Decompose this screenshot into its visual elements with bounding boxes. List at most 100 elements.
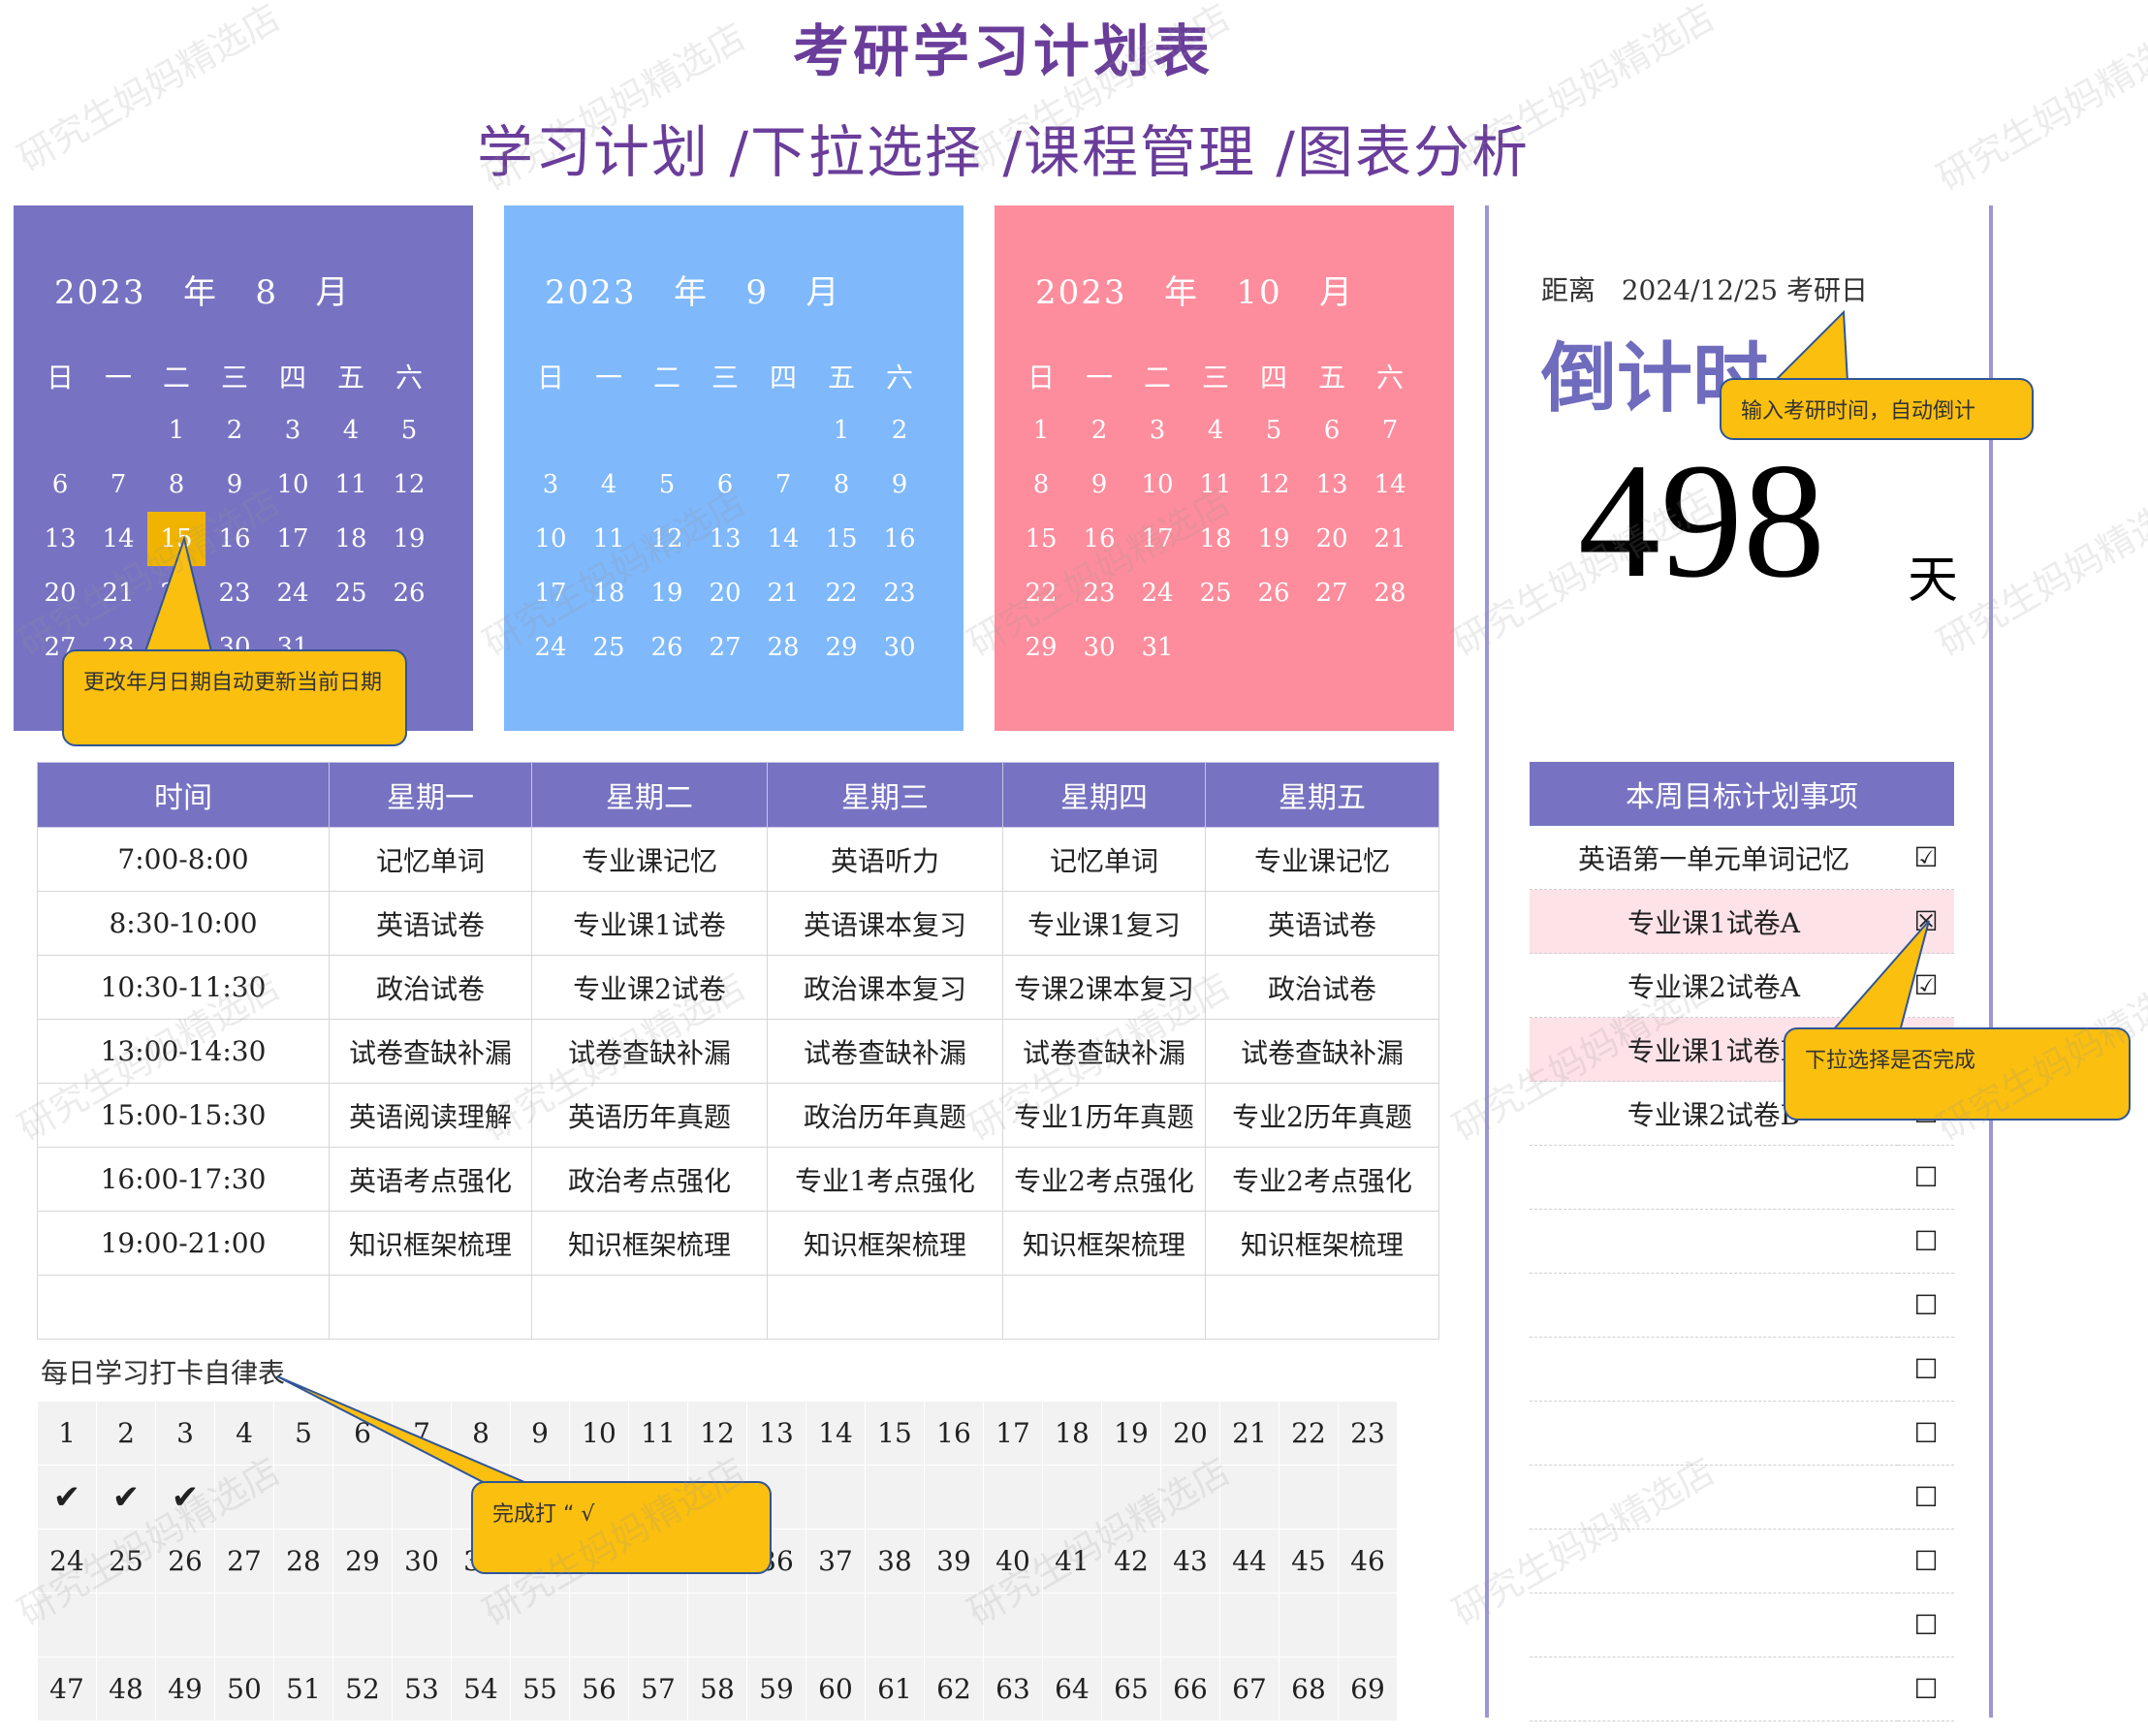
- schedule-task-cell[interactable]: 政治试卷: [1205, 955, 1439, 1020]
- goal-status-dropdown[interactable]: ☐: [1898, 1529, 1954, 1594]
- day-check-cell[interactable]: [332, 1593, 393, 1657]
- calendar-year[interactable]: 2023: [1035, 273, 1127, 312]
- countdown-days: 498: [1578, 429, 1825, 612]
- day-check-cell[interactable]: ✔: [37, 1465, 97, 1530]
- goal-status-dropdown[interactable]: ☐: [1898, 1401, 1954, 1466]
- goal-status-dropdown[interactable]: ☐: [1898, 1145, 1954, 1210]
- goal-text[interactable]: [1530, 1401, 1898, 1466]
- day-check-cell[interactable]: [806, 1593, 866, 1657]
- calendar-week: 17 18 19 20 21 22 23: [521, 566, 929, 620]
- goal-text[interactable]: [1530, 1145, 1898, 1210]
- goal-status-dropdown[interactable]: ☑: [1898, 826, 1954, 890]
- day-check-cell[interactable]: [865, 1465, 925, 1530]
- day-number: 53: [392, 1657, 452, 1721]
- day-check-cell[interactable]: [214, 1593, 274, 1657]
- schedule-task-cell[interactable]: [329, 1275, 532, 1340]
- day-number: 10: [569, 1401, 629, 1466]
- schedule-task-cell[interactable]: 试卷查缺补漏: [531, 1019, 768, 1084]
- day-check-cell[interactable]: [1219, 1465, 1279, 1530]
- goal-text[interactable]: 专业课2试卷A: [1530, 953, 1898, 1018]
- day-check-cell[interactable]: [1160, 1465, 1220, 1530]
- day-check-cell[interactable]: [273, 1593, 333, 1657]
- goal-text[interactable]: 专业课1试卷B: [1530, 1017, 1898, 1082]
- schedule-task-cell[interactable]: [1205, 1275, 1439, 1340]
- goal-status-dropdown[interactable]: ☐: [1898, 1465, 1954, 1530]
- schedule-time-cell[interactable]: 19:00-21:00: [37, 1211, 330, 1276]
- schedule-task-cell[interactable]: [531, 1275, 768, 1340]
- schedule-task-cell[interactable]: 专业2考点强化: [1205, 1147, 1439, 1212]
- goal-text[interactable]: [1530, 1529, 1898, 1594]
- schedule-time-cell[interactable]: 8:30-10:00: [37, 891, 330, 956]
- day-check-cell[interactable]: [273, 1465, 333, 1530]
- calendar-month[interactable]: 9: [745, 273, 770, 312]
- schedule-task-cell[interactable]: 政治历年真题: [767, 1083, 1003, 1148]
- day-check-cell[interactable]: [510, 1593, 570, 1657]
- goal-text[interactable]: [1530, 1273, 1898, 1338]
- calendar-month[interactable]: 10: [1236, 273, 1282, 312]
- goal-text[interactable]: [1530, 1657, 1898, 1721]
- schedule-time-cell[interactable]: 7:00-8:00: [37, 827, 330, 892]
- schedule-task-cell[interactable]: 专业课记忆: [531, 827, 768, 892]
- day-check-cell[interactable]: [687, 1593, 747, 1657]
- schedule-task-cell[interactable]: [767, 1275, 1003, 1340]
- calendar-month[interactable]: 8: [255, 273, 279, 312]
- schedule-time-cell[interactable]: 15:00-15:30: [37, 1083, 330, 1148]
- schedule-task-cell[interactable]: 英语阅读理解: [329, 1083, 532, 1148]
- goal-status-dropdown[interactable]: ☐: [1898, 1337, 1954, 1402]
- schedule-task-cell[interactable]: 专业2历年真题: [1205, 1083, 1439, 1148]
- schedule-task-cell[interactable]: 专业课记忆: [1205, 827, 1439, 892]
- schedule-task-cell[interactable]: 试卷查缺补漏: [1002, 1019, 1206, 1084]
- day-check-cell[interactable]: [214, 1465, 274, 1530]
- schedule-task-cell[interactable]: 政治试卷: [329, 955, 532, 1020]
- goal-status-dropdown[interactable]: ☐: [1898, 1209, 1954, 1274]
- schedule-task-cell[interactable]: 记忆单词: [1002, 827, 1206, 892]
- goal-text[interactable]: 英语第一单元单词记忆: [1530, 826, 1898, 890]
- schedule-task-cell[interactable]: 专课2课本复习: [1002, 955, 1206, 1020]
- day-check-cell[interactable]: ✔: [96, 1465, 156, 1530]
- day-number: 56: [569, 1657, 629, 1721]
- schedule-task-cell[interactable]: 政治考点强化: [531, 1147, 768, 1212]
- exam-date-input[interactable]: 2024/12/25: [1621, 274, 1779, 306]
- schedule-task-cell[interactable]: 英语听力: [767, 827, 1003, 892]
- weekday-label: 五: [827, 362, 855, 394]
- schedule-task-cell[interactable]: 专业1历年真题: [1002, 1083, 1206, 1148]
- schedule-task-cell[interactable]: 英语课本复习: [767, 891, 1003, 956]
- schedule-time-cell[interactable]: 13:00-14:30: [37, 1019, 330, 1084]
- calendar-week: 29 30 31: [1012, 620, 1419, 675]
- goal-text[interactable]: [1530, 1337, 1898, 1402]
- schedule-task-cell[interactable]: [1002, 1275, 1206, 1340]
- goal-status-dropdown[interactable]: ☐: [1898, 1593, 1954, 1657]
- calendar-day: 22: [825, 579, 858, 608]
- calendar-year[interactable]: 2023: [545, 273, 637, 312]
- schedule-task-cell[interactable]: 专业课2试卷: [531, 955, 768, 1020]
- schedule-task-cell[interactable]: 专业1考点强化: [767, 1147, 1003, 1212]
- schedule-task-cell[interactable]: 知识框架梳理: [531, 1211, 768, 1276]
- day-check-cell[interactable]: [1338, 1465, 1398, 1530]
- schedule-time-cell[interactable]: 10:30-11:30: [37, 955, 330, 1020]
- goal-text[interactable]: [1530, 1465, 1898, 1530]
- schedule-task-cell[interactable]: 专业2考点强化: [1002, 1147, 1206, 1212]
- day-check-cell[interactable]: [569, 1593, 629, 1657]
- day-check-cell[interactable]: [983, 1465, 1043, 1530]
- schedule-task-cell[interactable]: 英语试卷: [1205, 891, 1439, 956]
- day-check-cell[interactable]: [1160, 1593, 1220, 1657]
- calendar-year[interactable]: 2023: [54, 273, 146, 312]
- goal-text[interactable]: 专业课1试卷A: [1530, 889, 1898, 954]
- day-check-cell[interactable]: [983, 1593, 1043, 1657]
- day-check-cell[interactable]: [332, 1465, 393, 1530]
- day-check-cell[interactable]: [1338, 1593, 1398, 1657]
- goal-status-dropdown[interactable]: ☐: [1898, 1657, 1954, 1721]
- schedule-task-cell[interactable]: 政治课本复习: [767, 955, 1003, 1020]
- schedule-task-cell[interactable]: 知识框架梳理: [1002, 1211, 1206, 1276]
- day-check-cell[interactable]: [924, 1593, 984, 1657]
- day-check-cell[interactable]: [1101, 1593, 1161, 1657]
- schedule-task-cell[interactable]: 专业课1试卷: [531, 891, 768, 956]
- schedule-time-cell[interactable]: [37, 1275, 330, 1340]
- goal-text[interactable]: [1530, 1593, 1898, 1657]
- schedule-task-cell[interactable]: 英语试卷: [329, 891, 532, 956]
- schedule-task-cell[interactable]: 英语历年真题: [531, 1083, 768, 1148]
- day-check-cell[interactable]: [1279, 1465, 1339, 1530]
- goal-status-dropdown[interactable]: ☐: [1898, 1273, 1954, 1338]
- goal-status-dropdown[interactable]: ☒: [1898, 889, 1954, 954]
- goal-text[interactable]: [1530, 1209, 1898, 1274]
